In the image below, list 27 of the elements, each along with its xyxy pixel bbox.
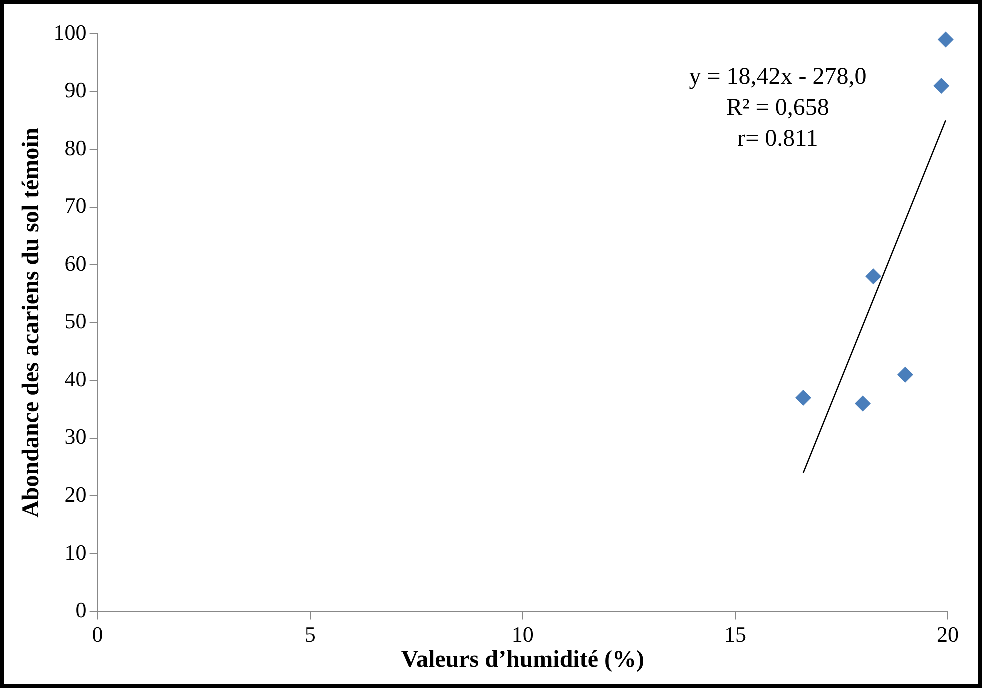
y-axis-title: Abondance des acariens du sol témoin [18, 128, 45, 518]
y-tick-label: 90 [64, 78, 87, 103]
annotation: R² = 0,658 [726, 95, 830, 121]
x-tick-label: 15 [724, 622, 746, 647]
y-tick-label: 100 [54, 20, 87, 45]
y-tick-label: 10 [64, 540, 87, 565]
x-tick-label: 0 [92, 622, 104, 647]
y-tick-label: 0 [76, 598, 87, 623]
x-tick-label: 10 [512, 622, 534, 647]
annotation: r= 0.811 [738, 126, 818, 152]
x-tick-label: 20 [937, 622, 959, 647]
point [854, 396, 871, 412]
y-tick-label: 60 [64, 250, 87, 276]
annotation: y = 18,42x - 278,0 [689, 64, 867, 90]
y-tick-label: 80 [64, 135, 87, 160]
x-axis-title: Valeurs d’humidité (%) [401, 646, 644, 673]
x-tick-label: 5 [304, 622, 316, 647]
y-tick-label: 70 [64, 193, 87, 218]
point [938, 32, 954, 48]
point [795, 390, 812, 406]
point [866, 268, 882, 285]
y-tick-label: 40 [64, 366, 87, 392]
y-tick-label: 50 [64, 308, 87, 334]
y-tick-label: 20 [64, 482, 87, 508]
y-tick-label: 30 [64, 424, 87, 450]
point [897, 366, 914, 383]
point [934, 78, 950, 94]
